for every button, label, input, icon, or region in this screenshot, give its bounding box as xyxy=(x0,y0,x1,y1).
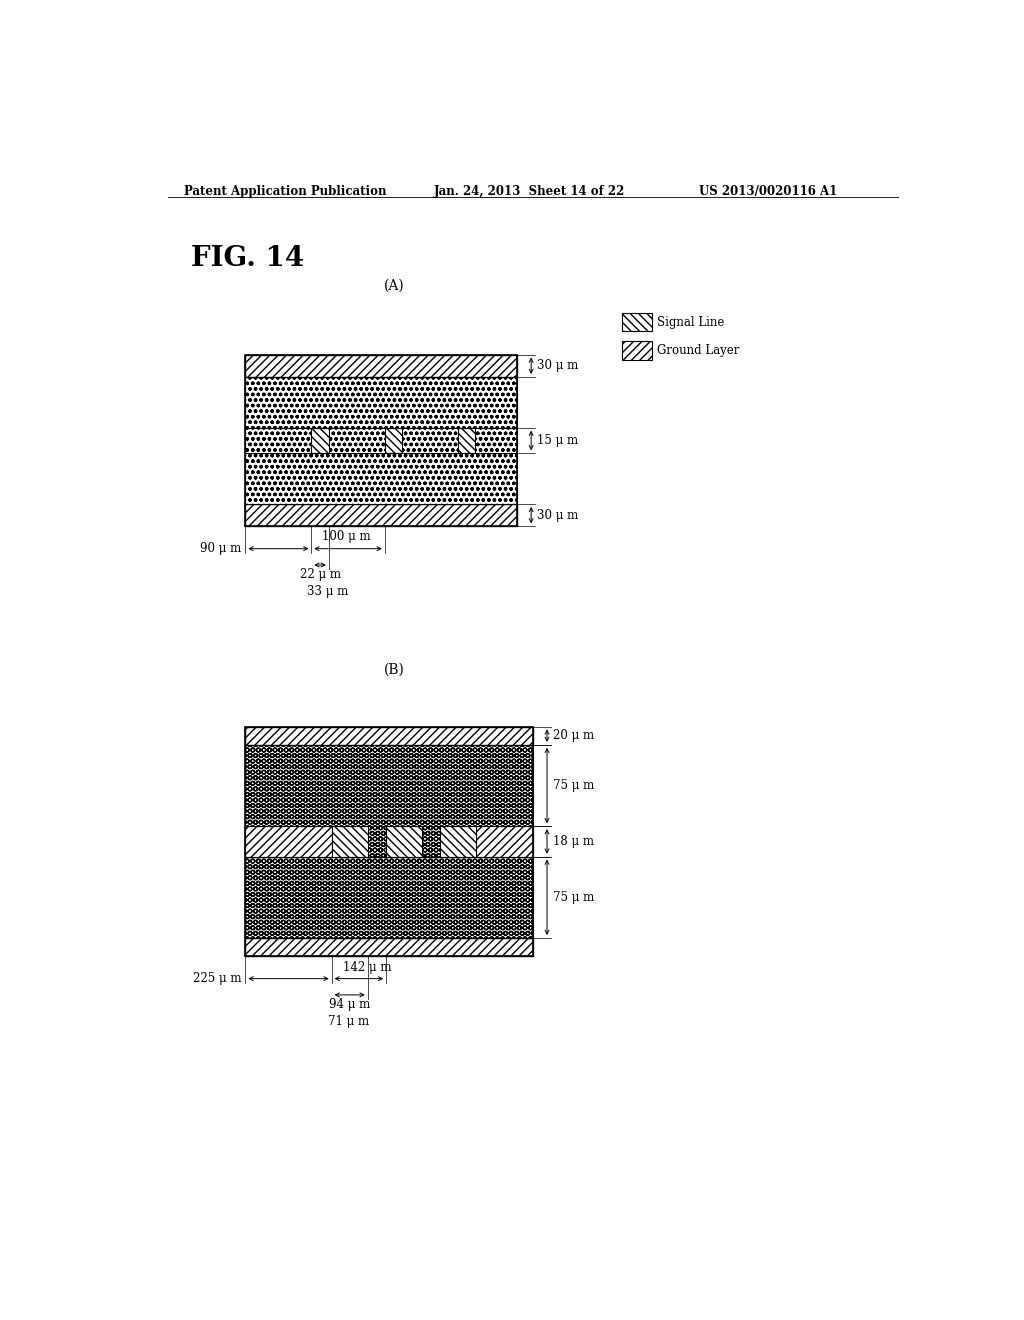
Bar xyxy=(246,939,532,956)
Bar xyxy=(475,428,517,453)
Bar xyxy=(622,342,652,359)
Bar xyxy=(246,378,517,428)
Text: 22 μ m: 22 μ m xyxy=(300,568,341,581)
Text: 142 μ m: 142 μ m xyxy=(342,961,391,974)
Bar xyxy=(476,826,532,857)
Bar xyxy=(622,313,652,331)
Bar xyxy=(332,826,368,857)
Bar xyxy=(246,355,517,527)
Bar xyxy=(440,826,476,857)
Text: 15 μ m: 15 μ m xyxy=(538,434,579,447)
Bar xyxy=(246,504,517,527)
Text: Signal Line: Signal Line xyxy=(656,315,724,329)
Bar xyxy=(402,428,458,453)
Text: 75 μ m: 75 μ m xyxy=(553,891,595,904)
Text: 20 μ m: 20 μ m xyxy=(553,729,595,742)
Text: 30 μ m: 30 μ m xyxy=(538,359,579,372)
Bar xyxy=(246,857,532,939)
Text: 18 μ m: 18 μ m xyxy=(553,836,594,847)
Bar xyxy=(458,428,475,453)
Text: 33 μ m: 33 μ m xyxy=(307,585,349,598)
Bar xyxy=(311,428,329,453)
Text: 100 μ m: 100 μ m xyxy=(323,529,371,543)
Bar xyxy=(246,726,532,744)
Text: US 2013/0020116 A1: US 2013/0020116 A1 xyxy=(699,185,838,198)
Bar xyxy=(329,428,385,453)
Text: 94 μ m: 94 μ m xyxy=(329,998,371,1011)
Bar xyxy=(246,726,532,956)
Bar xyxy=(385,428,402,453)
Bar xyxy=(246,826,332,857)
Bar xyxy=(246,826,532,857)
Text: Ground Layer: Ground Layer xyxy=(656,345,739,356)
Bar xyxy=(422,826,440,857)
Bar xyxy=(246,428,311,453)
Text: 30 μ m: 30 μ m xyxy=(538,508,579,521)
Text: Jan. 24, 2013  Sheet 14 of 22: Jan. 24, 2013 Sheet 14 of 22 xyxy=(433,185,625,198)
Bar xyxy=(246,744,532,826)
Text: 90 μ m: 90 μ m xyxy=(201,543,242,556)
Bar xyxy=(386,826,422,857)
Bar xyxy=(246,355,517,378)
Text: 71 μ m: 71 μ m xyxy=(328,1015,369,1028)
Bar xyxy=(246,428,517,453)
Text: 225 μ m: 225 μ m xyxy=(193,972,242,985)
Bar xyxy=(246,453,517,504)
Text: (B): (B) xyxy=(383,663,404,677)
Text: (A): (A) xyxy=(383,279,404,293)
Text: FIG. 14: FIG. 14 xyxy=(191,244,304,272)
Text: Patent Application Publication: Patent Application Publication xyxy=(183,185,386,198)
Text: 75 μ m: 75 μ m xyxy=(553,779,595,792)
Bar xyxy=(368,826,386,857)
